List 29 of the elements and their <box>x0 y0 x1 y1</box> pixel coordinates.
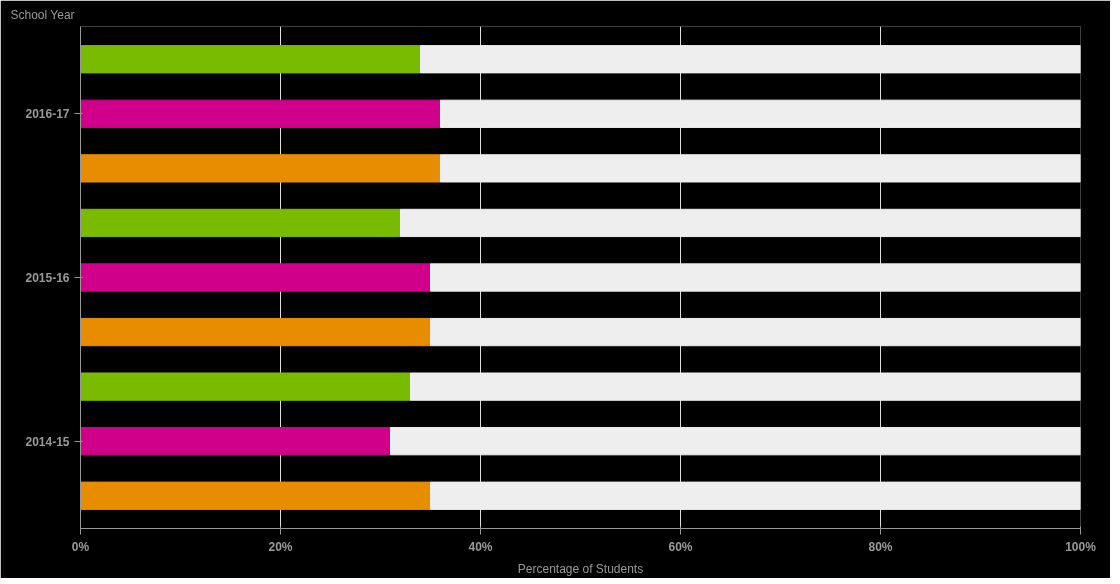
bar <box>80 208 401 238</box>
bar <box>80 481 431 510</box>
bar <box>410 372 1081 401</box>
x-tick-label: 40% <box>468 539 493 554</box>
bar <box>430 263 1081 292</box>
bar <box>420 45 1081 74</box>
bar <box>440 154 1081 183</box>
bar <box>80 263 431 292</box>
x-tick-label: 60% <box>668 539 693 554</box>
x-tick-label: 100% <box>1065 539 1097 554</box>
bar <box>400 208 1081 238</box>
bar <box>430 317 1081 347</box>
bar <box>430 481 1081 510</box>
y-tick-label: 2015-16 <box>25 271 70 285</box>
x-axis-title: Percentage of Students <box>517 561 644 576</box>
y-tick-label: 2016-17 <box>25 107 70 122</box>
bar <box>80 45 421 74</box>
bar <box>80 99 441 128</box>
bar <box>80 427 391 456</box>
x-tick-label: 0% <box>71 539 90 554</box>
y-axis-title: School Year <box>10 7 75 22</box>
bar <box>390 427 1081 456</box>
bar <box>440 99 1081 128</box>
y-tick-label: 2014-15 <box>25 434 70 449</box>
x-tick-label: 20% <box>268 539 293 554</box>
x-tick-label: 80% <box>868 539 893 554</box>
bar <box>80 372 411 401</box>
bar <box>80 154 441 183</box>
bar <box>80 317 431 347</box>
